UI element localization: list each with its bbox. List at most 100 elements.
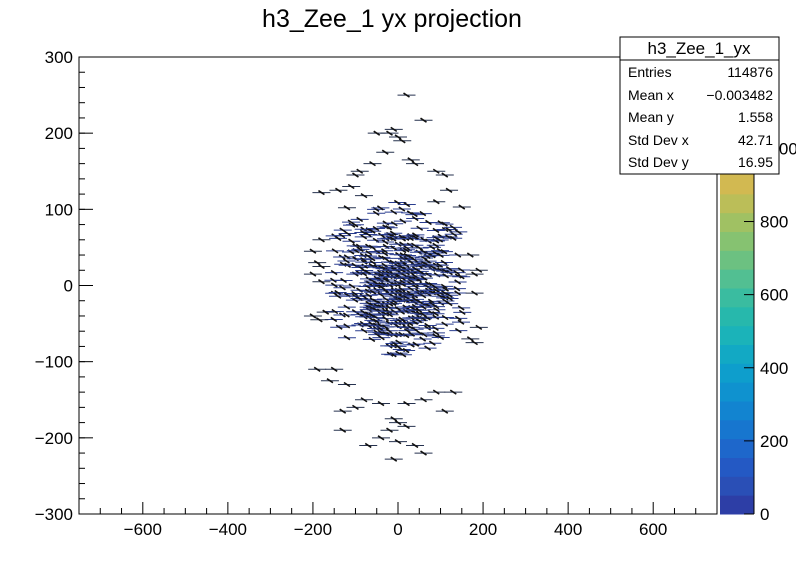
data-point — [389, 419, 407, 426]
data-point — [334, 277, 353, 284]
data-point — [469, 324, 488, 331]
data-point — [413, 210, 432, 217]
data-point — [465, 271, 484, 277]
data-point — [465, 290, 484, 296]
x-tick-label: 0 — [393, 520, 402, 539]
data-point — [355, 263, 374, 269]
data-point — [354, 309, 373, 315]
data-point — [379, 328, 398, 334]
data-point — [350, 216, 369, 223]
data-point — [312, 189, 331, 196]
data-point — [381, 351, 400, 357]
data-point — [430, 262, 449, 268]
data-point — [448, 290, 467, 296]
data-point — [380, 301, 399, 307]
data-point — [354, 234, 373, 240]
data-point — [389, 339, 408, 345]
data-point — [406, 215, 425, 222]
stats-box: h3_Zee_1_yx Entries 114876 Mean x −0.003… — [619, 36, 780, 175]
data-point — [380, 312, 399, 318]
data-point — [418, 345, 437, 351]
colorbar-segment — [720, 288, 754, 308]
data-point — [342, 238, 361, 244]
data-point — [405, 257, 424, 263]
data-point — [337, 335, 356, 341]
x-tick-label: −200 — [294, 520, 332, 539]
data-point — [406, 160, 425, 167]
data-point — [371, 205, 390, 211]
data-point — [448, 279, 467, 285]
data-point — [366, 225, 385, 232]
data-point — [440, 300, 459, 307]
data-point — [333, 427, 352, 433]
colorbar-segment — [720, 419, 754, 440]
data-point — [401, 292, 420, 298]
data-point — [354, 229, 373, 236]
data-point — [338, 230, 357, 237]
data-point — [368, 248, 387, 255]
data-point — [376, 311, 395, 317]
data-point — [427, 303, 446, 310]
colorbar-tick-label: 0 — [760, 505, 769, 524]
data-point — [415, 332, 434, 338]
data-point — [444, 231, 463, 237]
data-point — [359, 250, 378, 256]
data-point — [405, 211, 424, 218]
data-point — [452, 305, 471, 311]
data-point — [434, 259, 453, 266]
data-point — [380, 130, 399, 136]
data-point — [388, 199, 407, 206]
data-point — [397, 400, 416, 407]
data-point — [354, 192, 373, 199]
data-point — [461, 252, 480, 258]
data-point — [397, 201, 416, 208]
data-point — [406, 341, 425, 347]
y-tick-label: 100 — [45, 200, 73, 219]
data-point — [376, 149, 395, 155]
colorbar-segment — [720, 175, 754, 195]
data-point — [359, 231, 378, 238]
data-point — [376, 315, 395, 322]
data-point — [452, 274, 471, 280]
axes: −600 −400 −200 0 200 400 600 −300 −200 −100 0 100 20… — [35, 48, 697, 539]
data-point — [303, 271, 322, 277]
data-point — [431, 334, 450, 341]
data-point — [423, 340, 442, 346]
data-points — [303, 92, 488, 462]
data-point — [312, 263, 331, 270]
data-point — [359, 292, 378, 298]
data-point — [444, 235, 463, 241]
colorbar-segment — [720, 325, 754, 345]
data-point — [346, 172, 365, 178]
data-point — [435, 321, 454, 327]
colorbar-segment — [720, 476, 754, 496]
stats-label-entries: Entries — [628, 64, 672, 80]
stats-value-mean-x: −0.003482 — [706, 87, 773, 103]
stats-box-title: h3_Zee_1_yx — [647, 39, 751, 58]
colorbar-tick-label: 200 — [760, 432, 788, 451]
data-point — [371, 435, 390, 441]
colorbar-segment — [720, 212, 754, 232]
data-point — [328, 293, 347, 299]
data-point — [406, 232, 425, 238]
data-point — [451, 319, 470, 325]
data-point — [392, 206, 411, 212]
data-point — [444, 224, 463, 231]
y-tick-label: 200 — [45, 124, 73, 143]
data-point — [427, 307, 446, 313]
data-point — [431, 252, 450, 259]
data-point — [440, 265, 459, 272]
colorbar-segment — [720, 363, 754, 383]
data-point — [440, 295, 459, 302]
data-point — [392, 286, 411, 292]
data-point — [406, 306, 425, 313]
colorbar-segment — [720, 269, 754, 289]
colorbar-segment — [720, 382, 754, 402]
colorbar-segment — [720, 306, 754, 327]
data-point — [410, 225, 429, 231]
data-point — [376, 224, 395, 230]
data-point — [362, 336, 381, 343]
data-point — [435, 172, 454, 178]
data-point — [430, 237, 449, 243]
